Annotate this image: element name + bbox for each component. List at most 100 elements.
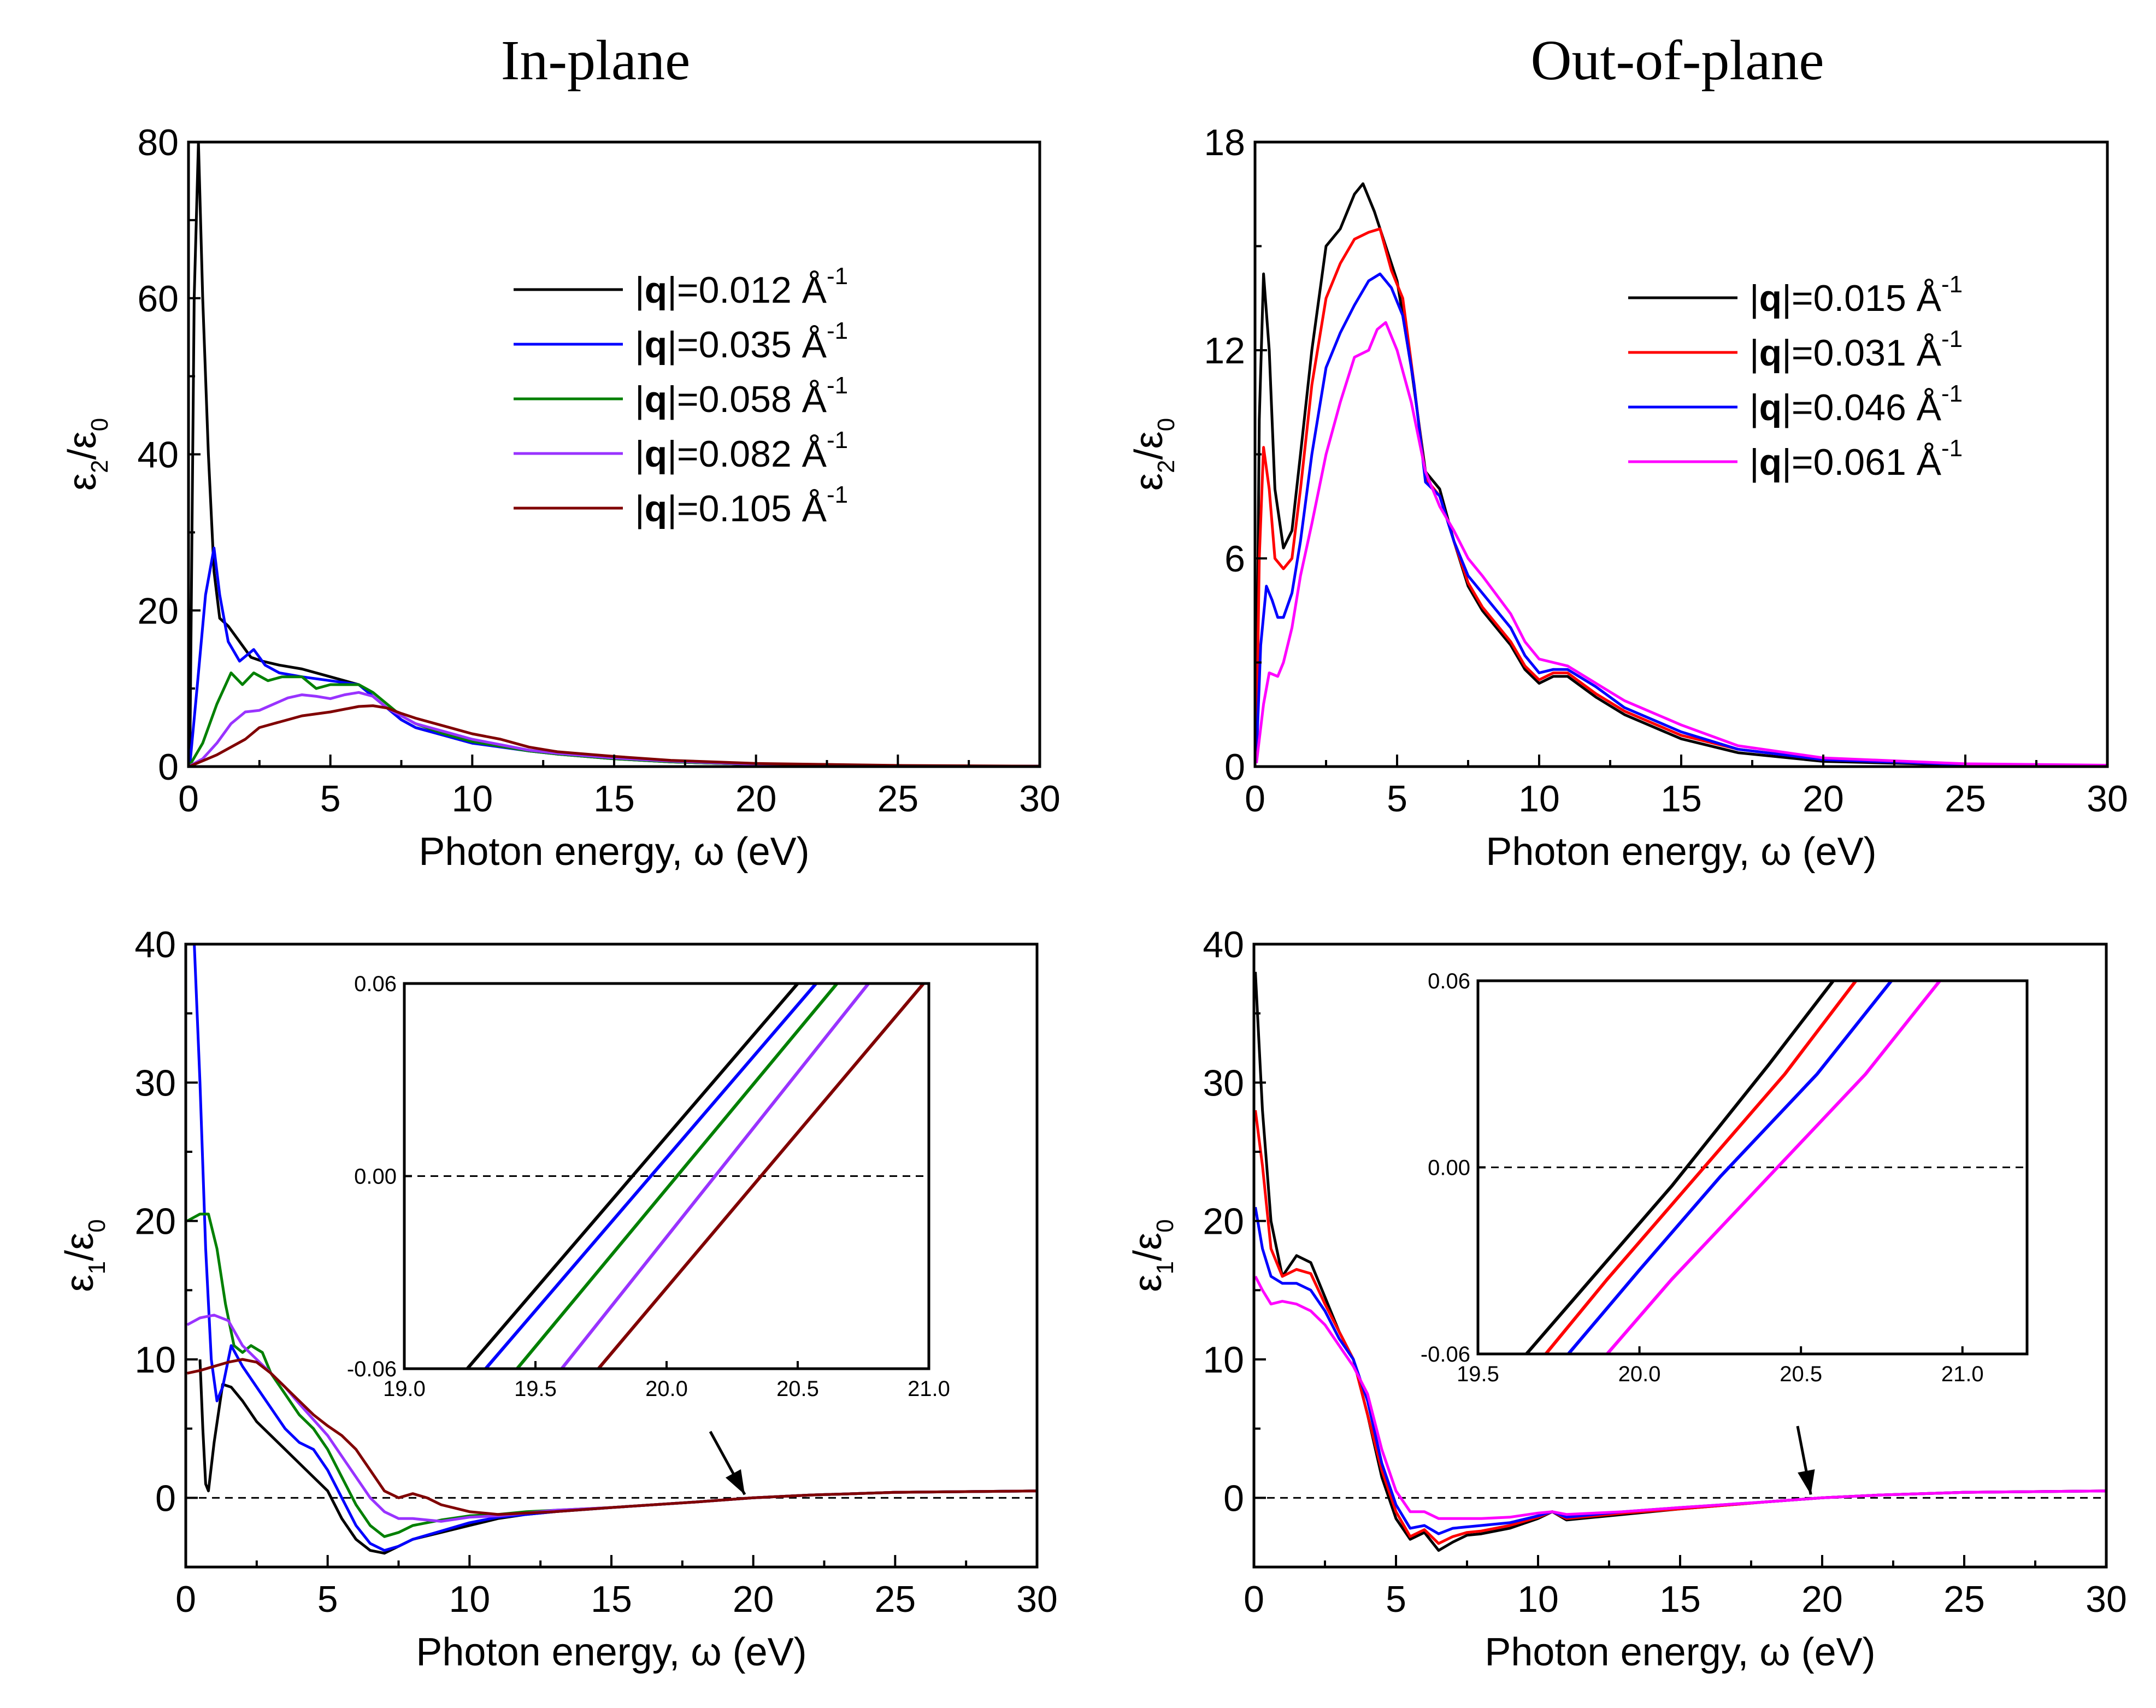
inset-y-tick-label: 0.06: [354, 972, 397, 996]
x-tick-label: 0: [1244, 1579, 1264, 1620]
y-tick-label: 12: [1204, 330, 1245, 372]
x-tick-label: 5: [320, 778, 341, 820]
x-tick-label: 25: [875, 1579, 916, 1620]
inset: 19.0 19.5 20.0 20.5 21.0 -0.06 0.00 0.06: [347, 972, 950, 1401]
inset-x-tick-label: 19.0: [383, 1377, 426, 1401]
panel-op-eps1: 0 5 10 15 20 25 30 0 10 20 30 40 Photon energy, ω (e…: [1126, 924, 2127, 1674]
inset-y-tick-label: -0.06: [1421, 1342, 1470, 1367]
inset-x-tick-label: 19.5: [1457, 1362, 1499, 1386]
y-axis-title: ε1/ε0: [1126, 1219, 1179, 1292]
inset-x-tick-label: 21.0: [908, 1377, 950, 1401]
panel-ip-eps1: 0 5 10 15 20 25 30 0 10 20 30 40 Photon energy, ω (e…: [58, 924, 1058, 1674]
series-line-2: [1255, 227, 2107, 767]
arrowhead: [1798, 1469, 1815, 1495]
series-line-2: [188, 546, 1040, 767]
legend: |q|=0.015 Å-1 |q|=0.031 Å-1 |q|=0.046 Å-1 |…: [1628, 271, 1963, 483]
y-tick-label: 40: [137, 434, 179, 476]
x-tick-label: 10: [452, 778, 493, 820]
x-tick-label: 15: [591, 1579, 632, 1620]
inset-line-1: [1525, 981, 1835, 1354]
x-tick-label: 5: [1387, 778, 1407, 820]
inset-y-tick-label: 0.00: [354, 1165, 397, 1189]
y-tick-label: 30: [134, 1062, 176, 1104]
y-tick-label: 20: [1203, 1201, 1244, 1242]
x-tick-label: 10: [449, 1579, 491, 1620]
y-tick-label: 0: [1224, 746, 1245, 788]
inset-y-tick-label: -0.06: [347, 1357, 397, 1381]
x-tick-label: 15: [1659, 1579, 1701, 1620]
y-tick-label: 30: [1203, 1062, 1244, 1104]
legend-label: |q|=0.105 Å-1: [635, 481, 848, 529]
x-tick-label: 30: [2086, 1579, 2127, 1620]
y-tick-label: 20: [137, 590, 179, 632]
x-tick-label: 20: [1802, 778, 1844, 820]
y-tick-label: 40: [134, 924, 176, 965]
inset-x-tick-label: 20.5: [1780, 1362, 1822, 1386]
legend-label: |q|=0.012 Å-1: [635, 263, 848, 311]
x-tick-label: 20: [733, 1579, 774, 1620]
x-tick-label: 30: [1016, 1579, 1058, 1620]
x-tick-label: 25: [1943, 1579, 1985, 1620]
inset-line-2: [1544, 981, 1858, 1354]
inset-x-tick-label: 21.0: [1941, 1362, 1984, 1386]
x-tick-label: 15: [1660, 778, 1702, 820]
inset-x-tick-label: 20.0: [645, 1377, 688, 1401]
arrowhead: [725, 1469, 745, 1495]
legend-label: |q|=0.061 Å-1: [1749, 435, 1963, 483]
series-group: [186, 944, 1037, 1555]
x-tick-label: 25: [1945, 778, 1986, 820]
x-axis-title: Photon energy, ω (eV): [419, 830, 809, 874]
y-tick-label: 6: [1224, 538, 1245, 580]
title-out-of-plane: Out-of-plane: [1530, 29, 1824, 92]
inset-line-4: [1606, 981, 1941, 1354]
series-line-4: [189, 691, 1040, 767]
panel-ip-eps2: 0 5 10 15 20 25 30 0 20 40 60 80 Photon energy, ω (e…: [61, 122, 1061, 874]
y-tick-label: 18: [1204, 122, 1245, 163]
series-line-3: [1255, 272, 2107, 767]
x-tick-label: 20: [735, 778, 777, 820]
x-tick-label: 20: [1801, 1579, 1843, 1620]
x-tick-label: 0: [175, 1579, 196, 1620]
inset-y-tick-label: 0.00: [1428, 1156, 1470, 1180]
legend-label: |q|=0.015 Å-1: [1749, 271, 1963, 319]
inset-line-5: [597, 983, 925, 1369]
inset-x-tick-label: 20.0: [1618, 1362, 1661, 1386]
series-group: [1254, 971, 2106, 1552]
x-tick-label: 30: [2087, 778, 2128, 820]
series-line-4: [1255, 321, 2107, 767]
inset-line-4: [560, 983, 870, 1369]
x-axis-title: Photon energy, ω (eV): [1485, 1630, 1875, 1674]
x-tick-label: 5: [317, 1579, 338, 1620]
y-tick-label: 20: [134, 1201, 176, 1242]
series-group: [188, 142, 1040, 767]
inset-x-tick-label: 19.5: [514, 1377, 557, 1401]
y-axis-title: ε2/ε0: [1127, 418, 1180, 491]
y-axis-title: ε1/ε0: [58, 1219, 110, 1292]
legend-label: |q|=0.046 Å-1: [1749, 380, 1963, 428]
legend-label: |q|=0.058 Å-1: [635, 372, 848, 420]
y-tick-label: 0: [158, 746, 179, 788]
inset-line-3: [516, 983, 839, 1369]
y-tick-label: 60: [137, 278, 179, 320]
inset-line-2: [484, 983, 817, 1369]
y-tick-label: 10: [1203, 1339, 1244, 1381]
series-line-4: [1254, 1275, 2106, 1520]
series-line-5: [189, 704, 1040, 767]
legend: |q|=0.012 Å-1 |q|=0.035 Å-1 |q|=0.058 Å-1 |…: [514, 263, 848, 529]
series-line-1: [1255, 182, 2107, 767]
series-line-3: [188, 672, 1040, 767]
inset: 19.5 20.0 20.5 21.0 -0.06 0.00 0.06: [1421, 969, 2029, 1386]
y-tick-label: 0: [155, 1477, 176, 1519]
panel-op-eps2: 0 5 10 15 20 25 30 0 6 12 18 Photon energy, ω (eV) ε…: [1127, 122, 2128, 874]
y-tick-label: 0: [1223, 1477, 1244, 1519]
legend-label: |q|=0.035 Å-1: [635, 317, 848, 366]
y-tick-label: 80: [137, 122, 179, 163]
inset-line-1: [466, 983, 799, 1369]
title-in-plane: In-plane: [501, 29, 690, 92]
y-tick-label: 40: [1203, 924, 1244, 965]
inset-line-3: [1567, 981, 1893, 1354]
x-axis-title: Photon energy, ω (eV): [416, 1630, 806, 1674]
x-tick-label: 5: [1386, 1579, 1406, 1620]
